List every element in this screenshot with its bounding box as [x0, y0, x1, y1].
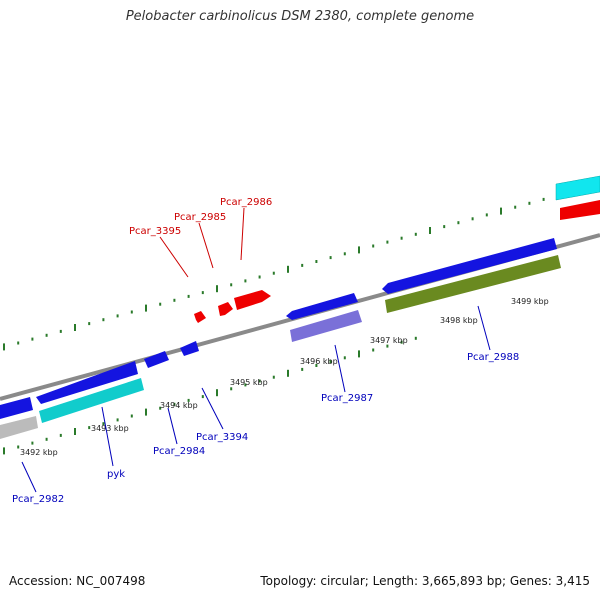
position-label: 3497 kbp	[370, 336, 408, 345]
gene-label-pcar2988: Pcar_2988	[467, 352, 519, 363]
gene-feature-red-forward-edge[interactable]	[560, 200, 600, 220]
position-label: 3492 kbp	[20, 448, 58, 457]
gene-feature-pyk-cyan[interactable]	[39, 378, 144, 423]
gene-labels: Pcar_3395 Pcar_2985 Pcar_2986 Pcar_2982 …	[12, 197, 519, 505]
position-label: 3494 kbp	[160, 401, 198, 410]
gene-feature-pcar2982-edge[interactable]	[0, 397, 33, 419]
gene-feature-pcar2982-gray[interactable]	[0, 416, 38, 439]
genome-summary-text: Topology: circular; Length: 3,665,893 bp…	[260, 574, 590, 588]
gene-label-pcar2982: Pcar_2982	[12, 494, 64, 505]
position-label: 3499 kbp	[511, 297, 549, 306]
gene-feature-pcar2988-forward[interactable]	[382, 238, 557, 294]
gene-label-pcar2987: Pcar_2987	[321, 393, 373, 404]
gene-feature-pcar2986[interactable]	[234, 290, 271, 310]
label-leader-lines	[21, 207, 491, 493]
position-label: 3493 kbp	[91, 424, 129, 433]
gene-label-pcar3395: Pcar_3395	[129, 226, 181, 237]
gene-feature-cyan-forward[interactable]	[555, 175, 600, 201]
gene-label-pcar2985: Pcar_2985	[174, 212, 226, 223]
position-label: 3498 kbp	[440, 316, 478, 325]
gene-feature-pcar2987-purple[interactable]	[290, 310, 362, 342]
gene-label-pcar2986: Pcar_2986	[220, 197, 272, 208]
gene-feature-pcar2987-forward[interactable]	[286, 293, 358, 320]
gene-label-pcar2984: Pcar_2984	[153, 446, 205, 457]
gene-feature-pcar3395[interactable]	[194, 311, 206, 323]
map-title: Pelobacter carbinolicus DSM 2380, comple…	[125, 9, 475, 24]
gene-feature-pcar2984[interactable]	[144, 351, 169, 368]
gene-feature-pcar2985[interactable]	[218, 302, 233, 316]
gene-feature-pcar2988-green[interactable]	[385, 255, 561, 313]
position-label: 3495 kbp	[230, 378, 268, 387]
position-labels: 3492 kbp 3493 kbp 3494 kbp 3495 kbp 3496…	[20, 297, 549, 457]
position-label: 3496 kbp	[300, 357, 338, 366]
gene-label-pyk: pyk	[107, 469, 125, 480]
accession-text: Accession: NC_007498	[9, 574, 146, 588]
gene-feature-pcar3394[interactable]	[180, 341, 199, 356]
tick-marks	[3, 186, 588, 455]
gene-feature-pyk[interactable]	[36, 361, 138, 404]
gene-label-pcar3394: Pcar_3394	[196, 432, 248, 443]
